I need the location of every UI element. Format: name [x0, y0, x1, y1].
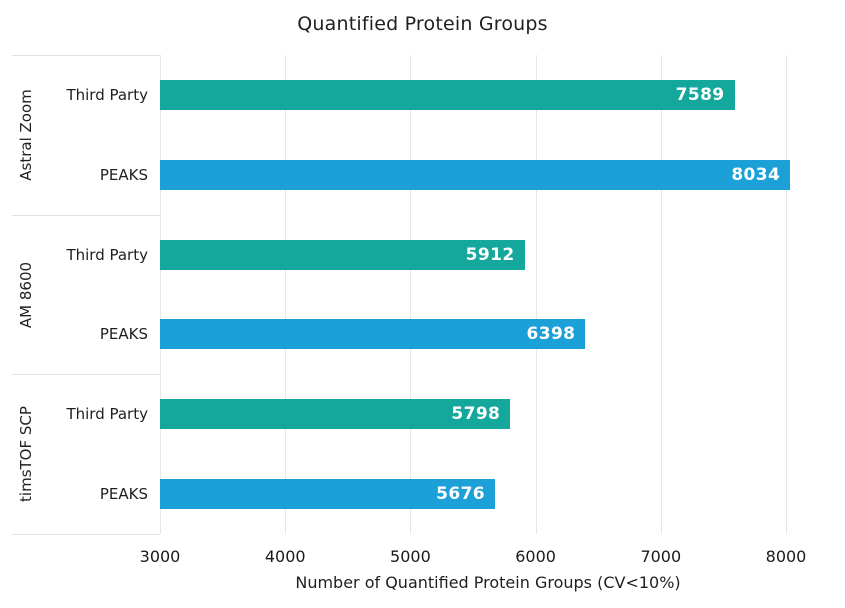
group-label: Astral Zoom: [17, 89, 35, 181]
x-tick-label: 3000: [139, 547, 181, 566]
bar-value-label: 5676: [436, 484, 486, 505]
group-label: AM 8600: [17, 261, 35, 328]
gridline: [410, 55, 412, 534]
bar-value-label: 8034: [731, 164, 781, 185]
x-axis-label: Number of Quantified Protein Groups (CV<…: [295, 573, 681, 592]
bar-category-label: PEAKS: [99, 165, 148, 184]
bar: 5798: [160, 399, 511, 430]
bar-category-label: PEAKS: [99, 325, 148, 344]
bar-value-label: 5912: [465, 244, 515, 265]
x-tick-label: 7000: [640, 547, 682, 566]
group-separator: [12, 374, 160, 376]
bar: 7589: [160, 79, 735, 110]
bar: 5676: [160, 479, 496, 510]
gridline: [660, 55, 662, 534]
bar: 5912: [160, 239, 525, 270]
bar-value-label: 6398: [526, 324, 576, 345]
x-tick-label: 5000: [390, 547, 431, 566]
chart-title: Quantified Protein Groups: [297, 13, 548, 35]
x-tick-label: 6000: [515, 547, 556, 566]
bar: 8034: [160, 159, 791, 190]
bar-category-label: Third Party: [66, 245, 148, 264]
bar-value-label: 5798: [451, 404, 501, 425]
gridline: [285, 55, 287, 534]
bar: 6398: [160, 319, 586, 350]
x-tick-label: 4000: [264, 547, 306, 566]
group-separator: [12, 534, 160, 535]
group-label: timsTOF SCP: [17, 406, 35, 503]
bar-category-label: Third Party: [66, 405, 148, 424]
bar-category-label: PEAKS: [99, 485, 148, 504]
group-separator: [12, 55, 160, 56]
gridline: [160, 55, 161, 534]
bar-category-label: Third Party: [66, 85, 148, 104]
gridline: [786, 55, 787, 534]
x-tick-label: 8000: [765, 547, 807, 566]
group-separator: [12, 214, 160, 216]
gridline: [535, 55, 537, 534]
bar-value-label: 7589: [675, 84, 725, 105]
